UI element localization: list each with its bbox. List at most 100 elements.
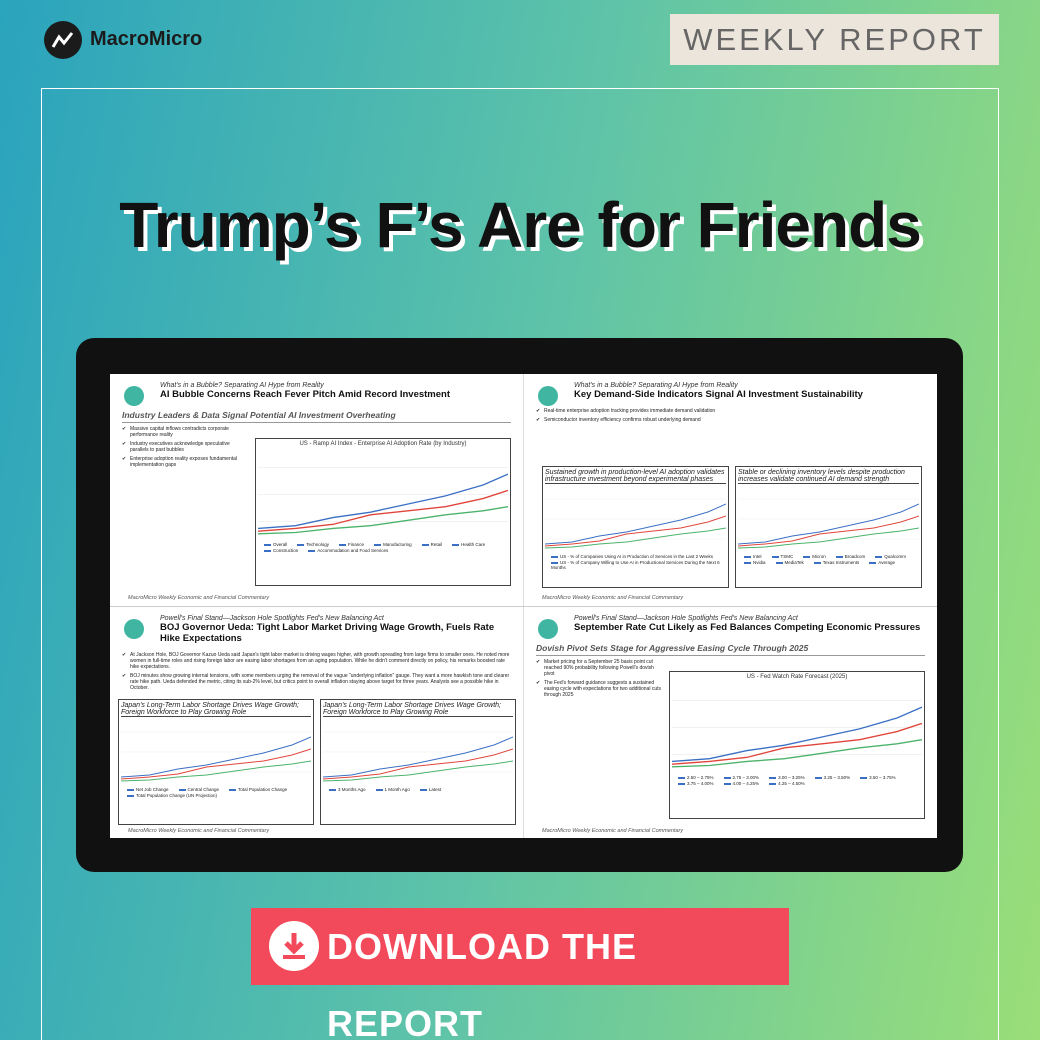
chart-card: US - Fed Watch Rate Forecast (2025) 2.50 … [669, 671, 925, 819]
chart-card: Japan's Long-Term Labor Shortage Drives … [320, 699, 516, 825]
legend-item: Construction [264, 548, 298, 553]
chart-plot [672, 700, 922, 768]
bullets: Massive capital inflows contradicts corp… [122, 426, 247, 468]
legend: 2.50 – 2.75% 2.75 – 3.00% 3.00 – 3.25% 3.25… [672, 775, 922, 786]
panel-icon [538, 619, 558, 639]
download-icon [269, 921, 319, 971]
legend-item: Central Change [179, 787, 220, 792]
legend-item: Nvidia [744, 560, 766, 565]
legend-item: Qualcomm [875, 554, 906, 559]
bullets: Real-time enterprise adoption tracking p… [536, 408, 926, 423]
legend: Intel TSMC Micron Broadcom Qualcomm Nvidia Med… [738, 554, 919, 565]
legend-item: Total Population Change [229, 787, 287, 792]
chart-title: Japan's Long-Term Labor Shortage Drives … [121, 702, 311, 717]
legend-item: Overall [264, 542, 287, 547]
chart-plot [545, 498, 726, 549]
bullet: BOJ minutes show growing internal tensio… [122, 673, 512, 691]
divider [110, 606, 937, 607]
bullet: The Fed's forward guidance suggests a su… [536, 680, 661, 698]
badge: WEEKLY REPORT [670, 14, 999, 65]
legend-item: Accommodation and Food Services [308, 548, 388, 553]
chart-title: Stable or declining inventory levels des… [738, 469, 919, 484]
legend-item: US - % of Company Willing to Use AI in P… [551, 560, 720, 570]
panel: What's in a Bubble? Separating AI Hype f… [110, 374, 523, 606]
charts: Japan's Long-Term Labor Shortage Drives … [118, 699, 516, 825]
legend-item: Manufacturing [374, 542, 412, 547]
legend-item: Retail [422, 542, 443, 547]
legend-item: 3.50 – 3.75% [860, 775, 896, 780]
heading: September Rate Cut Likely as Fed Balance… [574, 622, 921, 633]
heading: AI Bubble Concerns Reach Fever Pitch Ami… [160, 389, 450, 400]
bullet: Industry executives acknowledge speculat… [122, 441, 247, 453]
footer: MacroMicro Weekly Economic and Financial… [128, 828, 270, 834]
logo-icon [44, 21, 82, 59]
legend-item: MediaTek [776, 560, 804, 565]
button-label: DOWNLOAD THE REPORT [327, 926, 637, 1040]
chart-title: Sustained growth in production-level AI … [545, 469, 726, 484]
kicker: What's in a Bubble? Separating AI Hype f… [574, 382, 738, 389]
legend-item: Latest [420, 787, 441, 792]
bullets: Market pricing for a September 25 basis … [536, 659, 661, 698]
legend-item: 3.75 – 4.00% [678, 781, 714, 786]
panel: What's in a Bubble? Separating AI Hype f… [524, 374, 937, 606]
chart-title: US - Ramp AI Index - Enterprise AI Adopt… [299, 441, 467, 447]
footer: MacroMicro Weekly Economic and Financial… [542, 595, 684, 601]
legend-item: Net Job Change [127, 787, 169, 792]
legend-item: Total Population Change (UN Projection) [127, 793, 217, 798]
charts: Sustained growth in production-level AI … [542, 466, 922, 588]
legend-item: Average [869, 560, 895, 565]
chart-card: US - Ramp AI Index - Enterprise AI Adopt… [255, 438, 511, 586]
legend-item: 4.25 – 4.50% [769, 781, 805, 786]
bullet: Market pricing for a September 25 basis … [536, 659, 661, 677]
legend: Net Job Change Central Change Total Popula… [121, 787, 311, 798]
legend-item: 1 Month Ago [376, 787, 410, 792]
legend-item: 4.00 – 4.25% [724, 781, 760, 786]
section-title: Dovish Pivot Sets Stage for Aggressive E… [536, 643, 925, 656]
panel-icon [124, 386, 144, 406]
legend-item: Texas Instruments [814, 560, 860, 565]
legend-item: Intel [744, 554, 762, 559]
chart-card: Japan's Long-Term Labor Shortage Drives … [118, 699, 314, 825]
bullet: Semiconductor inventory efficiency confi… [536, 417, 926, 423]
bullet: Enterprise adoption reality exposes fund… [122, 456, 247, 468]
section-title: Industry Leaders & Data Signal Potential… [122, 410, 511, 423]
legend-item: 2.50 – 2.75% [678, 775, 714, 780]
brand: MacroMicro [90, 28, 203, 50]
chart-plot [738, 498, 919, 549]
heading: BOJ Governor Ueda: Tight Labor Market Dr… [160, 622, 495, 644]
chart-plot [323, 731, 513, 782]
legend-item: Micron [803, 554, 826, 559]
legend-item: Health Care [452, 542, 485, 547]
charts: US - Ramp AI Index - Enterprise AI Adopt… [255, 438, 511, 586]
legend-item: Broadcom [836, 554, 866, 559]
legend-item: US - % of Companies Using AI in Producti… [551, 554, 713, 559]
footer: MacroMicro Weekly Economic and Financial… [128, 595, 270, 601]
chart-title: Japan's Long-Term Labor Shortage Drives … [323, 702, 513, 717]
legend-item: 2.75 – 3.00% [724, 775, 760, 780]
chart-title: US - Fed Watch Rate Forecast (2025) [746, 674, 848, 680]
legend: Overall Technology Finance Manufacturing Ret… [258, 542, 508, 553]
bullet: Real-time enterprise adoption tracking p… [536, 408, 926, 414]
legend-item: TSMC [772, 554, 794, 559]
panel-icon [538, 386, 558, 406]
legend-item: 3 Months Ago [329, 787, 366, 792]
report-preview: What's in a Bubble? Separating AI Hype f… [110, 374, 937, 838]
legend-item: Technology [297, 542, 329, 547]
title: Trump’s F’s Are for Friends [119, 189, 922, 261]
kicker: Powell's Final Stand—Jackson Hole Spotli… [574, 615, 798, 622]
chart-plot [258, 467, 508, 535]
download-button[interactable]: DOWNLOAD THE REPORT [251, 908, 789, 1040]
legend: US - % of Companies Using AI in Producti… [545, 554, 726, 570]
bullet: At Jackson Hole, BOJ Governor Kazuo Ueda… [122, 652, 512, 670]
legend-item: Finance [339, 542, 364, 547]
panel-icon [124, 619, 144, 639]
heading: Key Demand-Side Indicators Signal AI Inv… [574, 389, 863, 400]
legend-item: 3.25 – 3.50% [815, 775, 851, 780]
chart-plot [121, 731, 311, 782]
charts: US - Fed Watch Rate Forecast (2025) 2.50 … [669, 671, 925, 819]
kicker: Powell's Final Stand—Jackson Hole Spotli… [160, 615, 384, 622]
kicker: What's in a Bubble? Separating AI Hype f… [160, 382, 324, 389]
bullets: At Jackson Hole, BOJ Governor Kazuo Ueda… [122, 652, 512, 691]
legend-item: 3.00 – 3.25% [769, 775, 805, 780]
